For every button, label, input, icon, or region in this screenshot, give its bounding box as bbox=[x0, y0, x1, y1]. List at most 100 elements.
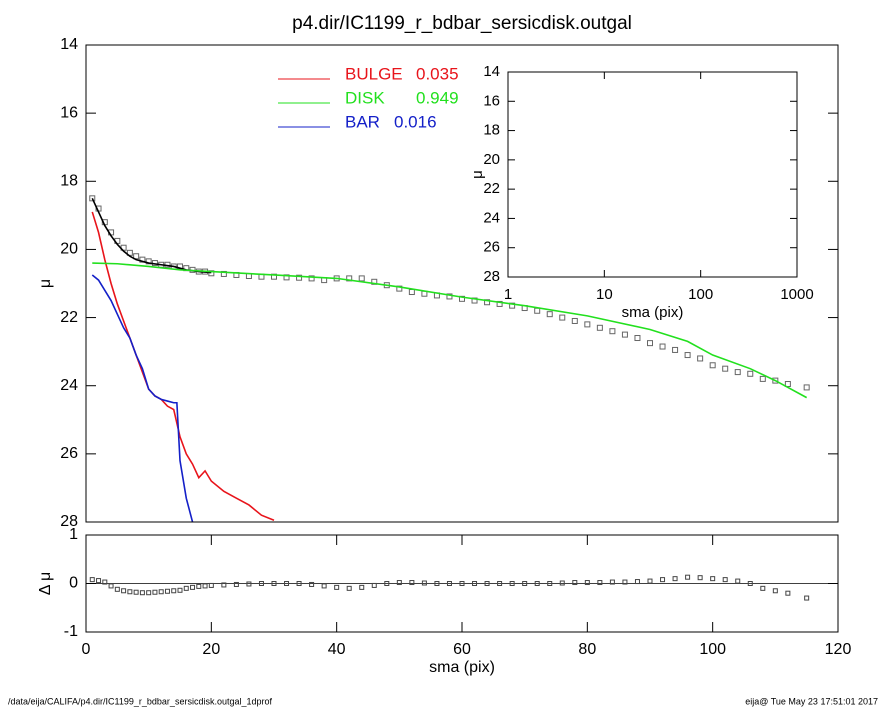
y-tick-label: 0 bbox=[69, 575, 78, 592]
data-point bbox=[672, 346, 679, 353]
x-tick-label: 40 bbox=[328, 641, 346, 658]
y-tick-label: 14 bbox=[60, 36, 78, 53]
y-tick-label: 24 bbox=[483, 209, 500, 226]
data-point bbox=[609, 328, 616, 335]
chart-title: p4.dir/IC1199_r_bdbar_sersicdisk.outgal bbox=[292, 13, 632, 34]
data-point bbox=[759, 375, 766, 382]
data-point bbox=[334, 584, 340, 590]
data-point bbox=[421, 580, 427, 586]
data-point bbox=[139, 590, 145, 596]
data-point bbox=[660, 577, 666, 583]
data-point bbox=[196, 583, 202, 589]
data-point bbox=[659, 343, 666, 350]
data-point bbox=[559, 580, 565, 586]
data-point bbox=[722, 577, 728, 583]
data-point bbox=[684, 352, 691, 359]
data-point bbox=[164, 588, 170, 594]
data-point bbox=[96, 578, 102, 584]
data-point bbox=[609, 579, 615, 585]
data-point bbox=[634, 335, 641, 342]
data-point bbox=[459, 581, 465, 586]
y-tick-label: 26 bbox=[60, 445, 78, 462]
data-point bbox=[534, 581, 540, 586]
data-point bbox=[571, 317, 578, 324]
data-point bbox=[89, 195, 96, 202]
data-point bbox=[697, 355, 704, 362]
data-point bbox=[621, 331, 628, 338]
data-point bbox=[546, 311, 553, 318]
data-point bbox=[271, 581, 277, 586]
legend-fraction: 0.949 bbox=[416, 88, 459, 107]
y-tick-label: 24 bbox=[60, 377, 78, 394]
y-tick-label: 18 bbox=[60, 173, 78, 190]
x-tick-label: 60 bbox=[453, 641, 471, 658]
data-point bbox=[446, 581, 452, 586]
plot-frame bbox=[507, 71, 798, 278]
data-point bbox=[709, 362, 716, 369]
data-point bbox=[685, 574, 691, 580]
data-point bbox=[158, 589, 164, 595]
data-point bbox=[734, 369, 741, 376]
y-tick-label: 26 bbox=[483, 239, 500, 256]
data-point bbox=[208, 582, 214, 588]
data-point bbox=[697, 575, 703, 581]
data-point bbox=[559, 314, 566, 321]
data-point bbox=[384, 581, 390, 586]
data-point bbox=[408, 289, 415, 296]
y-tick-label: -1 bbox=[64, 623, 78, 640]
data-point bbox=[284, 581, 290, 586]
data-point bbox=[396, 580, 402, 586]
legend-label: BULGE bbox=[345, 64, 403, 83]
data-point bbox=[634, 579, 640, 585]
data-point bbox=[804, 595, 810, 601]
data-point bbox=[177, 587, 183, 593]
data-point bbox=[722, 365, 729, 372]
data-point bbox=[522, 581, 528, 586]
data-point bbox=[246, 581, 252, 587]
inset-bg bbox=[508, 72, 797, 277]
data-point bbox=[233, 581, 239, 587]
x-axis-label: sma (pix) bbox=[429, 659, 495, 676]
legend-fraction: 0.035 bbox=[416, 64, 459, 83]
x-tick-label: 80 bbox=[578, 641, 596, 658]
series-line bbox=[91, 197, 212, 274]
legend-label: DISK bbox=[345, 88, 385, 107]
data-point bbox=[146, 590, 152, 596]
footer-path: /data/eija/CALIFA/p4.dir/IC1199_r_bdbar_… bbox=[8, 696, 272, 706]
y-axis-label: μ bbox=[469, 170, 486, 179]
footer-stamp: eija@ Tue May 23 17:51:01 2017 bbox=[745, 696, 878, 706]
data-point bbox=[346, 585, 352, 591]
y-tick-label: 14 bbox=[483, 63, 500, 80]
data-point bbox=[760, 585, 766, 591]
data-point bbox=[647, 340, 653, 347]
data-point bbox=[409, 580, 415, 586]
data-point bbox=[710, 576, 716, 582]
legend-label: BAR bbox=[345, 112, 380, 131]
y-axis-label: μ bbox=[37, 279, 54, 288]
y-axis-label: Δ μ bbox=[37, 572, 54, 595]
data-point bbox=[358, 275, 365, 282]
data-point bbox=[803, 384, 810, 391]
x-tick-label: 100 bbox=[699, 641, 726, 658]
x-tick-label: 100 bbox=[688, 286, 713, 303]
data-point bbox=[647, 578, 653, 584]
data-point bbox=[484, 581, 490, 586]
y-tick-label: 22 bbox=[483, 180, 500, 197]
data-point bbox=[359, 584, 365, 590]
data-point bbox=[772, 377, 779, 384]
data-point bbox=[597, 580, 603, 586]
data-point bbox=[434, 581, 440, 586]
data-point bbox=[547, 581, 553, 586]
x-tick-label: 0 bbox=[82, 641, 91, 658]
data-point bbox=[89, 577, 95, 583]
y-tick-label: 16 bbox=[483, 92, 500, 109]
data-point bbox=[672, 576, 678, 582]
data-point bbox=[534, 307, 541, 314]
plot-area bbox=[89, 195, 810, 522]
x-tick-label: 1000 bbox=[780, 286, 813, 303]
data-point bbox=[321, 583, 327, 589]
data-point bbox=[114, 586, 120, 592]
data-point bbox=[171, 588, 177, 594]
data-point bbox=[446, 293, 453, 300]
data-point bbox=[735, 578, 741, 584]
